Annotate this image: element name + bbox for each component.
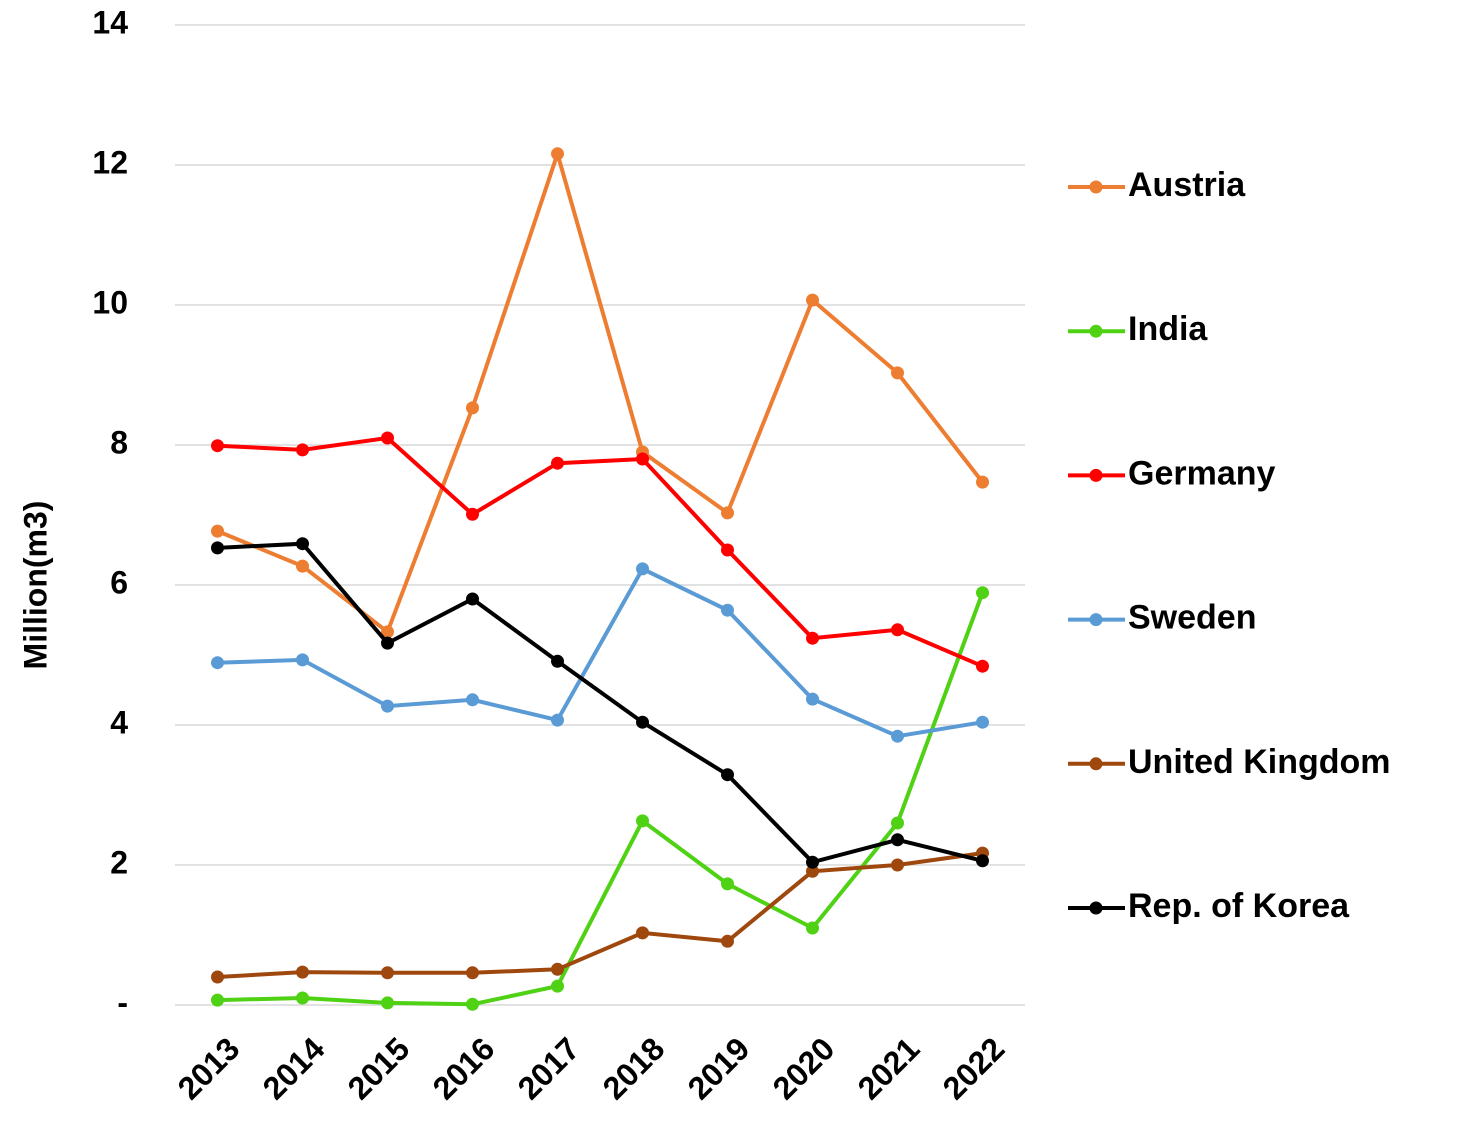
- marker: [976, 475, 989, 489]
- marker: [636, 452, 649, 466]
- y-tick-label: 8: [110, 424, 128, 460]
- marker: [466, 693, 479, 707]
- marker: [296, 991, 309, 1005]
- legend-label: Sweden: [1128, 599, 1256, 637]
- y-tick-label: 10: [92, 284, 128, 320]
- y-tick-label: 14: [92, 4, 128, 40]
- marker: [721, 934, 734, 948]
- marker: [296, 653, 309, 667]
- marker: [976, 715, 989, 729]
- marker: [806, 692, 819, 706]
- marker: [551, 456, 564, 470]
- legend-label: Rep. of Korea: [1128, 887, 1350, 925]
- marker: [551, 654, 564, 668]
- series-line: [216, 147, 985, 636]
- marker: [891, 816, 904, 830]
- marker: [466, 966, 479, 980]
- marker: [636, 715, 649, 729]
- legend-label: India: [1128, 310, 1208, 348]
- marker: [466, 507, 479, 521]
- marker: [381, 625, 394, 639]
- marker: [551, 962, 564, 976]
- marker: [806, 864, 819, 878]
- x-tick-label: 2018: [596, 1030, 672, 1106]
- x-tick-label: 2013: [171, 1030, 247, 1106]
- x-tick-label: 2022: [936, 1030, 1012, 1106]
- marker: [891, 623, 904, 637]
- x-tick-label: 2021: [851, 1030, 927, 1106]
- marker: [211, 656, 224, 670]
- marker: [381, 431, 394, 445]
- marker: [976, 659, 989, 673]
- y-tick-label: 4: [110, 704, 128, 740]
- marker: [211, 524, 224, 538]
- marker: [806, 293, 819, 307]
- marker: [636, 926, 649, 940]
- marker: [466, 592, 479, 606]
- x-tick-label: 2017: [511, 1030, 587, 1106]
- marker: [721, 603, 734, 617]
- y-axis-label: Million(m3): [17, 501, 53, 670]
- marker: [381, 966, 394, 980]
- x-tick-label: 2020: [766, 1030, 842, 1106]
- marker: [891, 833, 904, 847]
- marker: [381, 699, 394, 713]
- marker: [296, 537, 309, 551]
- series-line: [217, 566, 983, 739]
- marker: [806, 855, 819, 869]
- y-tick-label: 2: [110, 844, 128, 880]
- y-tick-label: 12: [92, 144, 128, 180]
- legend-label: Germany: [1128, 454, 1275, 492]
- series-line: [217, 541, 983, 865]
- x-tick-label: 2016: [426, 1030, 502, 1106]
- marker: [211, 439, 224, 453]
- marker: [891, 366, 904, 380]
- y-tick-label: -: [117, 984, 128, 1020]
- marker: [976, 854, 989, 868]
- marker: [721, 543, 734, 557]
- legend-marker: [1089, 468, 1103, 482]
- marker: [806, 631, 819, 645]
- marker: [891, 858, 904, 872]
- legend-label: Austria: [1128, 166, 1246, 204]
- marker: [976, 586, 989, 600]
- marker: [211, 541, 224, 555]
- legend-label: United Kingdom: [1128, 743, 1391, 781]
- x-tick-label: 2014: [256, 1030, 332, 1106]
- y-tick-label: 6: [110, 564, 128, 600]
- legend-marker: [1089, 180, 1103, 194]
- marker: [721, 768, 734, 782]
- marker: [211, 993, 224, 1007]
- legend-marker: [1089, 901, 1103, 915]
- marker: [806, 921, 819, 935]
- marker: [466, 401, 479, 415]
- marker: [551, 979, 564, 993]
- marker: [891, 729, 904, 743]
- legend-marker: [1089, 757, 1103, 771]
- legend-marker: [1089, 613, 1103, 627]
- series-line: [217, 435, 984, 669]
- marker: [636, 562, 649, 576]
- x-tick-label: 2019: [681, 1030, 757, 1106]
- marker: [721, 877, 734, 891]
- marker: [296, 443, 309, 457]
- marker: [551, 713, 564, 727]
- marker: [721, 506, 734, 520]
- series-line: [217, 851, 983, 979]
- series-line: [217, 592, 985, 1007]
- marker: [551, 147, 564, 161]
- marker: [466, 997, 479, 1011]
- marker: [636, 814, 649, 828]
- marker: [381, 996, 394, 1010]
- legend-marker: [1089, 324, 1103, 338]
- marker: [381, 636, 394, 650]
- marker: [296, 559, 309, 573]
- marker: [211, 970, 224, 984]
- x-tick-label: 2015: [341, 1030, 417, 1106]
- marker: [296, 965, 309, 979]
